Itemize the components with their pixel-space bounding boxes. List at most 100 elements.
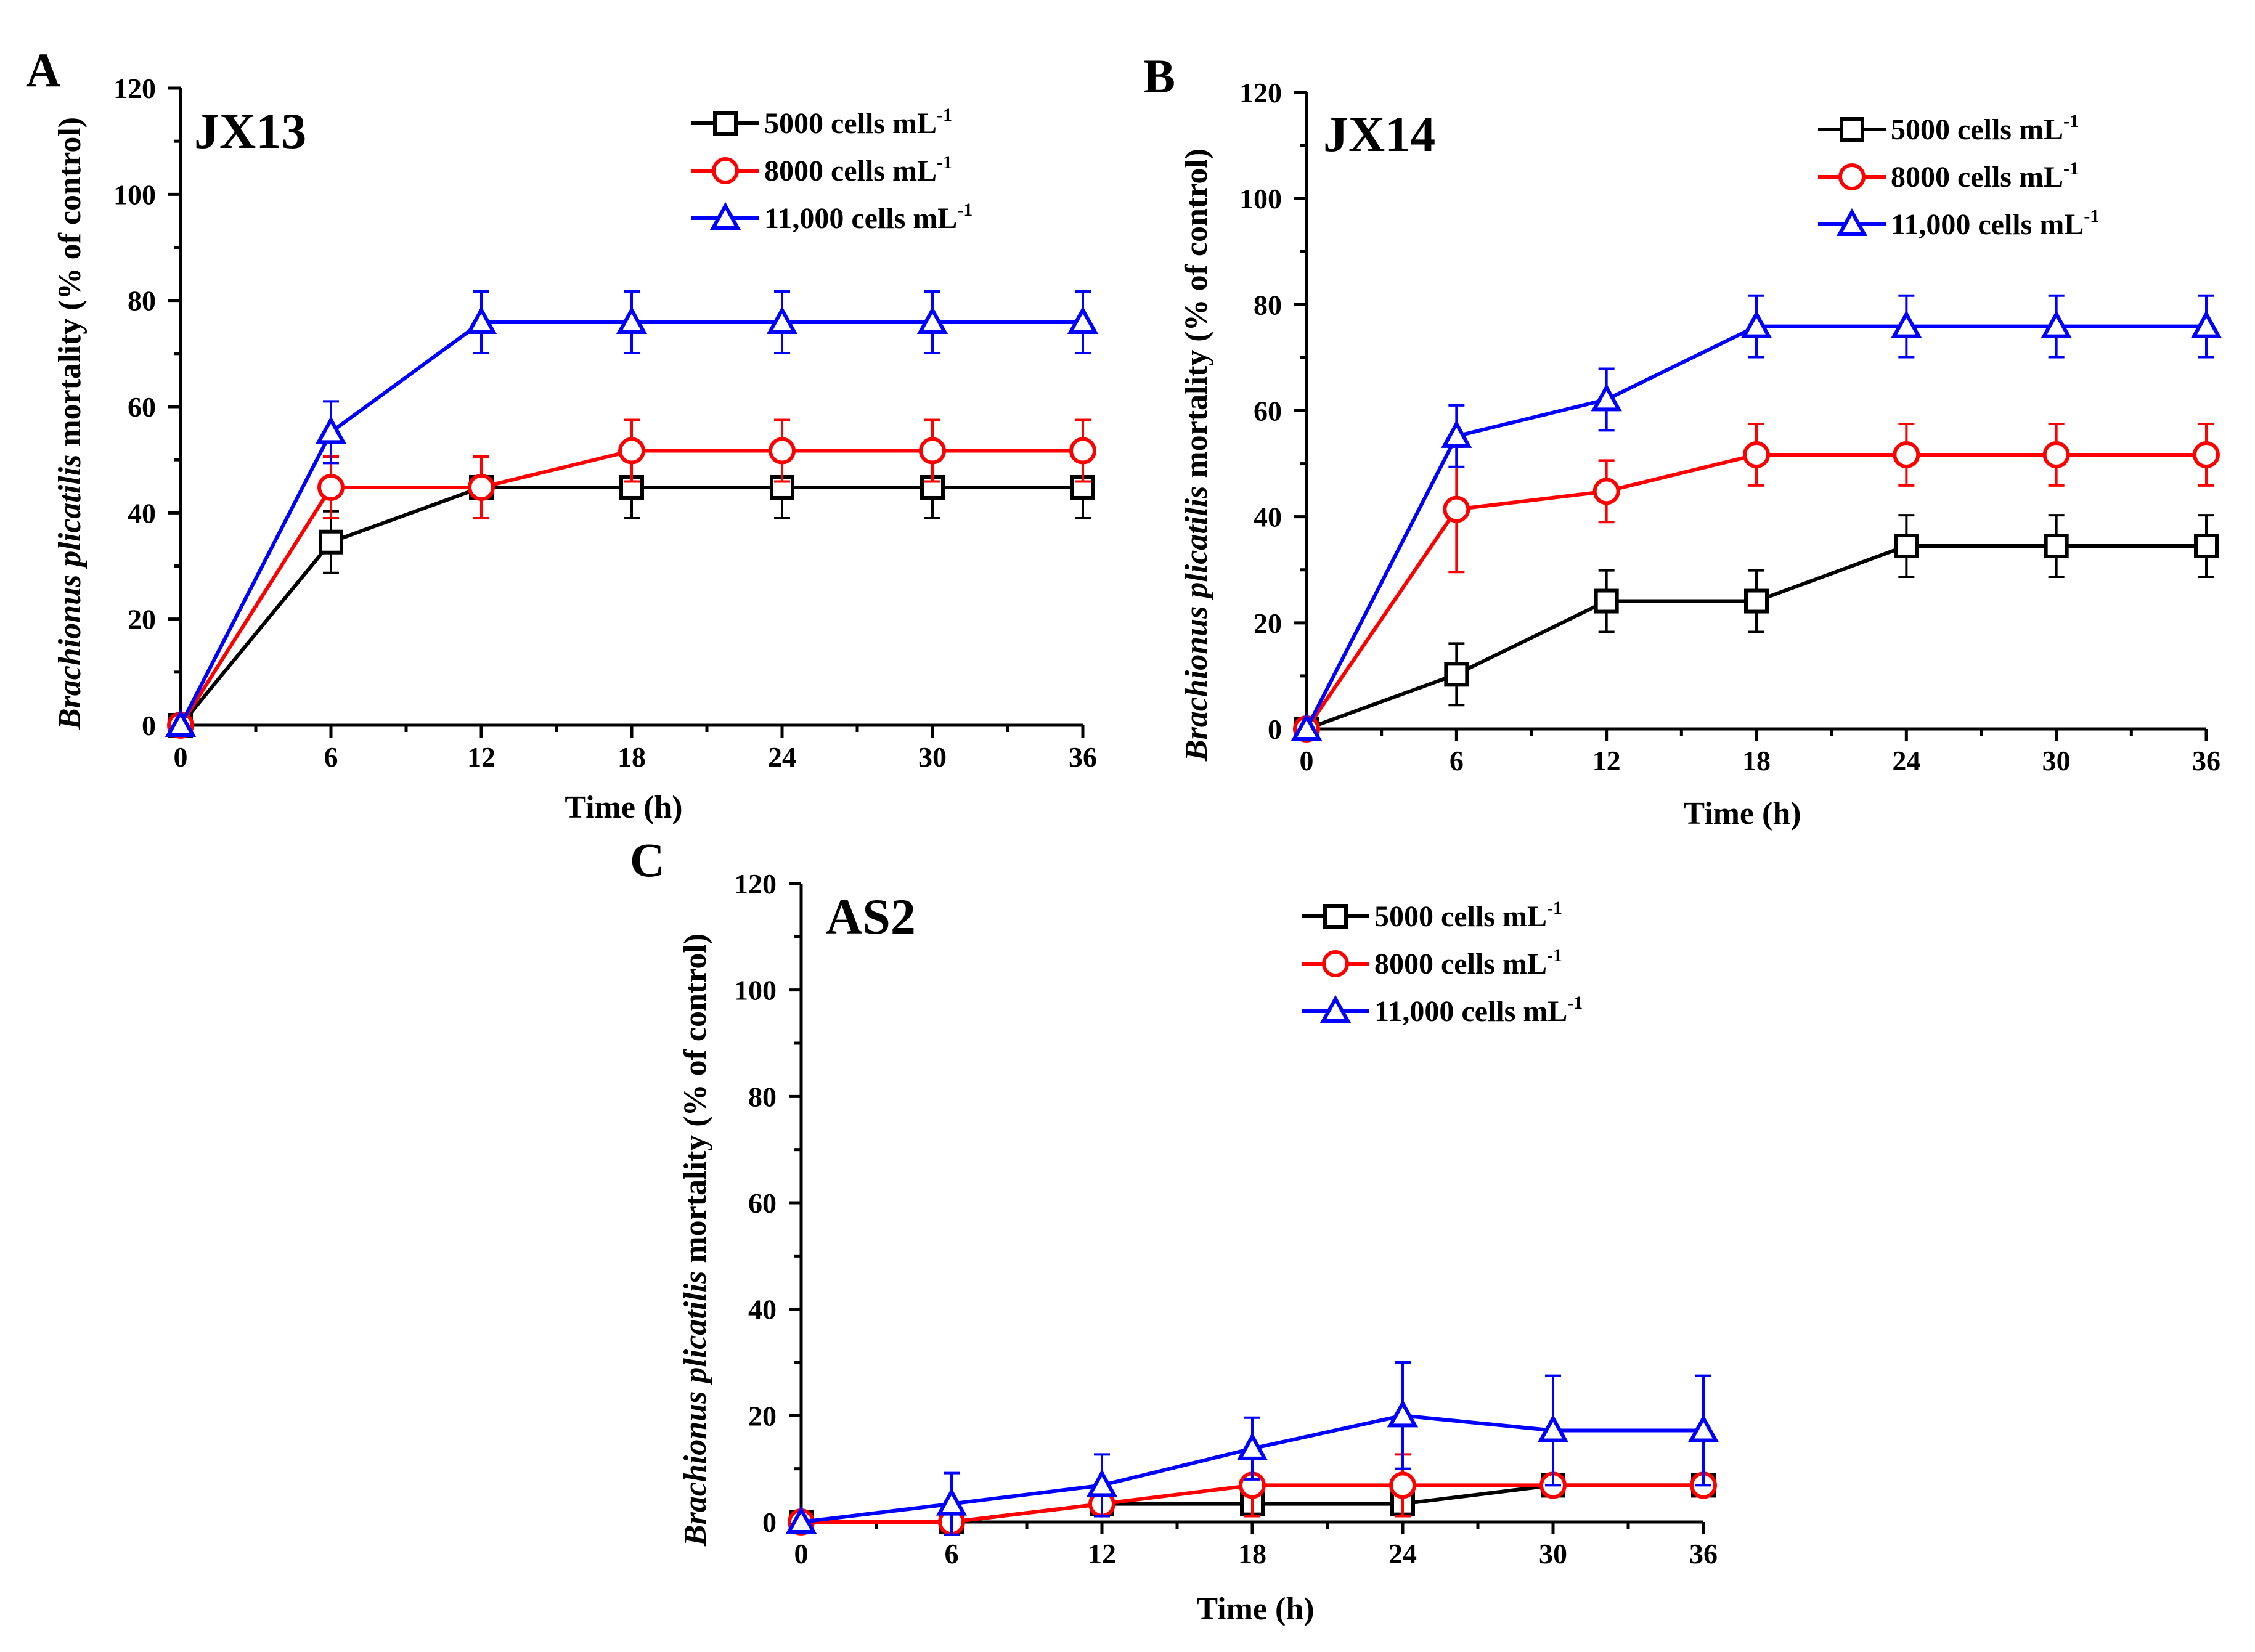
x-tick-label: 30 [2042,745,2071,776]
square-marker [2044,534,2069,559]
triangle-marker [165,709,197,737]
legend-label: 8000 cells mL-1 [1374,945,1562,980]
y-tick-label: 20 [1254,608,1282,639]
series-triangle [165,290,1099,737]
triangle-marker [1291,712,1323,741]
legend-square-marker [1323,904,1348,929]
legend-square-marker [713,111,738,136]
x-tick-label: 12 [1592,745,1621,776]
y-tick-label: 40 [748,1294,777,1325]
y-axis-title: Brachionus plicatilis mortality (% of co… [1179,149,1214,762]
panel-letter: B [1143,49,1175,103]
triangle-marker [916,306,948,334]
x-axis-title: Time (h) [1683,796,1801,831]
circle-marker [468,473,495,501]
triangle-marker [1236,1432,1268,1460]
panel-letter: C [630,833,664,887]
panel-b: B JX14 Time (h) Brachionus plicatilis mo… [1143,49,2222,831]
x-tick-label: 18 [618,741,646,773]
legend-label: 5000 cells mL-1 [764,105,952,140]
square-marker [1594,588,1619,614]
square-marker [319,529,343,555]
triangle-marker [1387,1399,1419,1428]
panel-title: JX13 [194,103,306,159]
circle-marker [1743,441,1770,468]
square-marker [1744,588,1769,614]
x-tick-label: 24 [1892,745,1920,776]
panel-letter: A [26,43,60,97]
legend-label: 11,000 cells mL-1 [1891,206,2099,241]
square-marker [2194,534,2219,559]
y-tick-label: 0 [142,710,156,741]
triangle-marker [766,306,798,334]
y-tick-label: 120 [734,868,777,900]
x-tick-label: 12 [1088,1538,1116,1569]
triangle-marker [1537,1414,1569,1442]
triangle-marker [1891,310,1922,338]
triangle-marker [465,306,497,334]
triangle-marker [2190,310,2222,338]
y-tick-label: 80 [1254,289,1282,320]
legend-label: 8000 cells mL-1 [1891,158,2079,193]
triangle-marker [2041,310,2072,338]
panel-title: JX14 [1323,106,1435,162]
circle-marker [2042,441,2070,468]
legend-circle-marker [1322,950,1349,977]
x-tick-label: 18 [1238,1538,1266,1569]
legend-circle-marker [1838,163,1866,190]
legend-triangle-marker [1836,208,1868,236]
triangle-marker [1067,306,1099,334]
y-tick-label: 120 [1239,77,1282,108]
legend-label: 11,000 cells mL-1 [764,200,973,235]
legend-label: 5000 cells mL-1 [1374,898,1562,933]
circle-marker [618,437,645,465]
x-tick-label: 30 [1539,1538,1567,1569]
x-tick-label: 0 [1300,745,1314,776]
series-circle [1293,423,2220,743]
y-tick-label: 60 [1254,396,1282,427]
y-tick-label: 60 [128,391,156,423]
legend-label: 5000 cells mL-1 [1891,111,2079,146]
circle-marker [1893,441,1920,468]
square-marker [1894,534,1919,559]
y-tick-label: 20 [128,604,156,635]
y-tick-label: 80 [128,285,156,317]
y-tick-label: 100 [113,179,156,210]
y-tick-label: 40 [1254,502,1282,533]
x-tick-label: 18 [1742,745,1771,776]
y-tick-label: 0 [762,1507,777,1538]
x-tick-label: 6 [324,741,338,773]
legend-square-marker [1840,117,1864,142]
y-tick-label: 60 [748,1187,777,1219]
x-tick-label: 0 [174,741,188,773]
circle-marker [1069,437,1096,465]
y-tick-label: 20 [748,1400,777,1431]
x-tick-label: 6 [945,1538,959,1569]
legend-label: 11,000 cells mL-1 [1374,993,1583,1028]
y-tick-label: 120 [113,73,156,104]
series-triangle [1291,294,2222,741]
circle-marker [1592,478,1620,505]
x-tick-label: 36 [2192,745,2220,776]
y-axis-title: Brachionus plicatilis mortality (% of co… [52,117,88,730]
square-marker [1444,662,1469,687]
series-circle [167,418,1096,739]
series-square [1294,514,2219,741]
x-tick-label: 24 [1388,1538,1417,1569]
legend-triangle-marker [1319,995,1352,1023]
triangle-marker [936,1487,968,1516]
y-tick-label: 40 [128,497,156,529]
legend-triangle-marker [709,201,741,230]
triangle-marker [315,416,347,444]
panel-c: C AS2 Time (h) Brachionus plicatilis mor… [630,833,1719,1627]
y-tick-label: 0 [1268,714,1282,745]
triangle-marker [1740,310,1772,338]
legend-label: 8000 cells mL-1 [764,152,952,187]
triangle-marker [785,1505,817,1534]
x-tick-label: 12 [467,741,495,773]
y-axis-title: Brachionus plicatilis mortality (% of co… [678,934,713,1547]
triangle-marker [1591,383,1622,412]
series-triangle [785,1361,1719,1536]
x-tick-label: 0 [794,1538,809,1569]
